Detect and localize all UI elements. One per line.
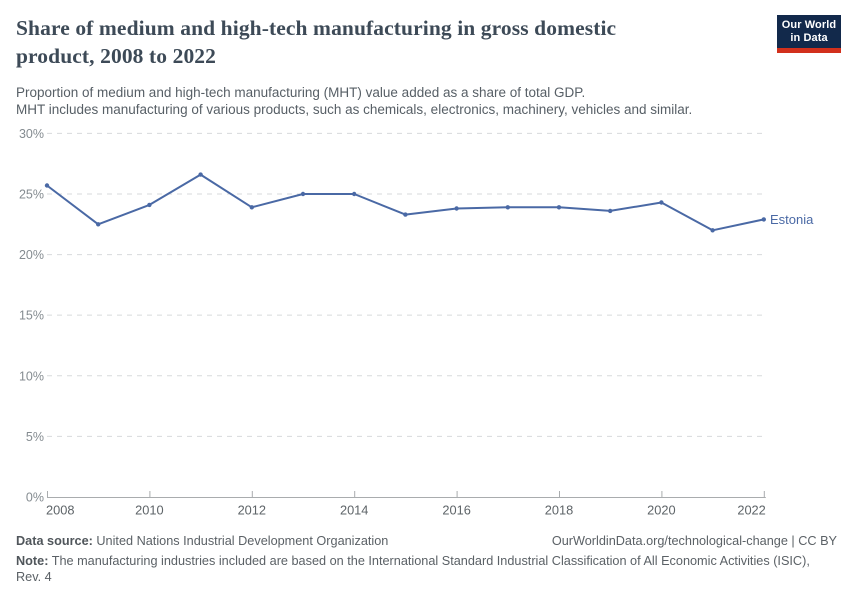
note-text-line1: The manufacturing industries included ar…: [48, 554, 810, 568]
data-point-estonia-2015[interactable]: [403, 212, 408, 217]
y-axis-label-30pct: 30%: [19, 127, 44, 141]
data-point-estonia-2016[interactable]: [454, 206, 459, 211]
data-point-estonia-2014[interactable]: [352, 191, 357, 197]
series-label-estonia: Estonia: [770, 212, 814, 227]
owid-logo-text-line2: in Data: [790, 32, 828, 44]
chart-subtitle-line1: Proportion of medium and high-tech manuf…: [16, 85, 586, 100]
x-axis-label-2022: 2022: [737, 503, 765, 518]
data-point-estonia-2019[interactable]: [608, 208, 613, 214]
x-axis-label-2008: 2008: [46, 503, 74, 518]
x-axis-label-2020: 2020: [647, 503, 675, 518]
y-axis-label-0pct: 0%: [26, 491, 44, 505]
chart-title: Share of medium and high-tech manufactur…: [16, 14, 766, 70]
owid-logo-text-line1: Our World: [781, 19, 837, 31]
data-point-estonia-2018[interactable]: [556, 205, 562, 210]
data-point-estonia-2008[interactable]: [44, 183, 50, 188]
x-axis-label-2012: 2012: [238, 503, 266, 518]
x-axis-label-2010: 2010: [135, 503, 163, 518]
owid-logo[interactable]: Our World in Data: [777, 15, 841, 53]
data-point-estonia-2020[interactable]: [659, 200, 664, 205]
note-text-line2: Rev. 4: [16, 570, 52, 584]
data-source-label: Data source:: [16, 534, 93, 548]
chart-title-line1: Share of medium and high-tech manufactur…: [16, 16, 617, 40]
data-point-estonia-2017[interactable]: [505, 205, 510, 210]
data-point-estonia-2021[interactable]: [710, 228, 715, 233]
data-point-estonia-2012[interactable]: [249, 205, 254, 210]
y-axis-label-10pct: 10%: [19, 369, 44, 383]
y-axis-label-15pct: 15%: [19, 309, 44, 323]
chart-subtitle: Proportion of medium and high-tech manuf…: [16, 84, 806, 118]
owid-url-link[interactable]: OurWorldinData.org/technological-change …: [551, 534, 837, 548]
y-axis-label-20pct: 20%: [19, 248, 44, 262]
data-point-estonia-2011[interactable]: [198, 172, 203, 177]
x-axis-label-2016: 2016: [442, 503, 470, 518]
data-source: Data source: United Nations Industrial D…: [16, 533, 388, 549]
chart-title-line2: product, 2008 to 2022: [16, 44, 216, 68]
data-point-estonia-2013[interactable]: [300, 191, 306, 197]
y-axis-label-5pct: 5%: [26, 430, 44, 444]
data-line-estonia[interactable]: [46, 173, 765, 232]
data-point-estonia-2022[interactable]: [761, 217, 766, 222]
x-axis-label-2018: 2018: [545, 503, 573, 518]
data-source-value: United Nations Industrial Development Or…: [92, 534, 389, 548]
chart-footer: Data source: United Nations Industrial D…: [16, 533, 837, 585]
y-axis-label-25pct: 25%: [19, 187, 44, 201]
data-point-estonia-2009[interactable]: [96, 222, 101, 227]
data-point-estonia-2010[interactable]: [147, 202, 152, 208]
chart-note: Note: The manufacturing industries inclu…: [16, 553, 837, 585]
x-axis-label-2014: 2014: [340, 503, 368, 518]
chart-subtitle-line2: MHT includes manufacturing of various pr…: [16, 102, 693, 117]
note-label: Note:: [16, 554, 49, 568]
